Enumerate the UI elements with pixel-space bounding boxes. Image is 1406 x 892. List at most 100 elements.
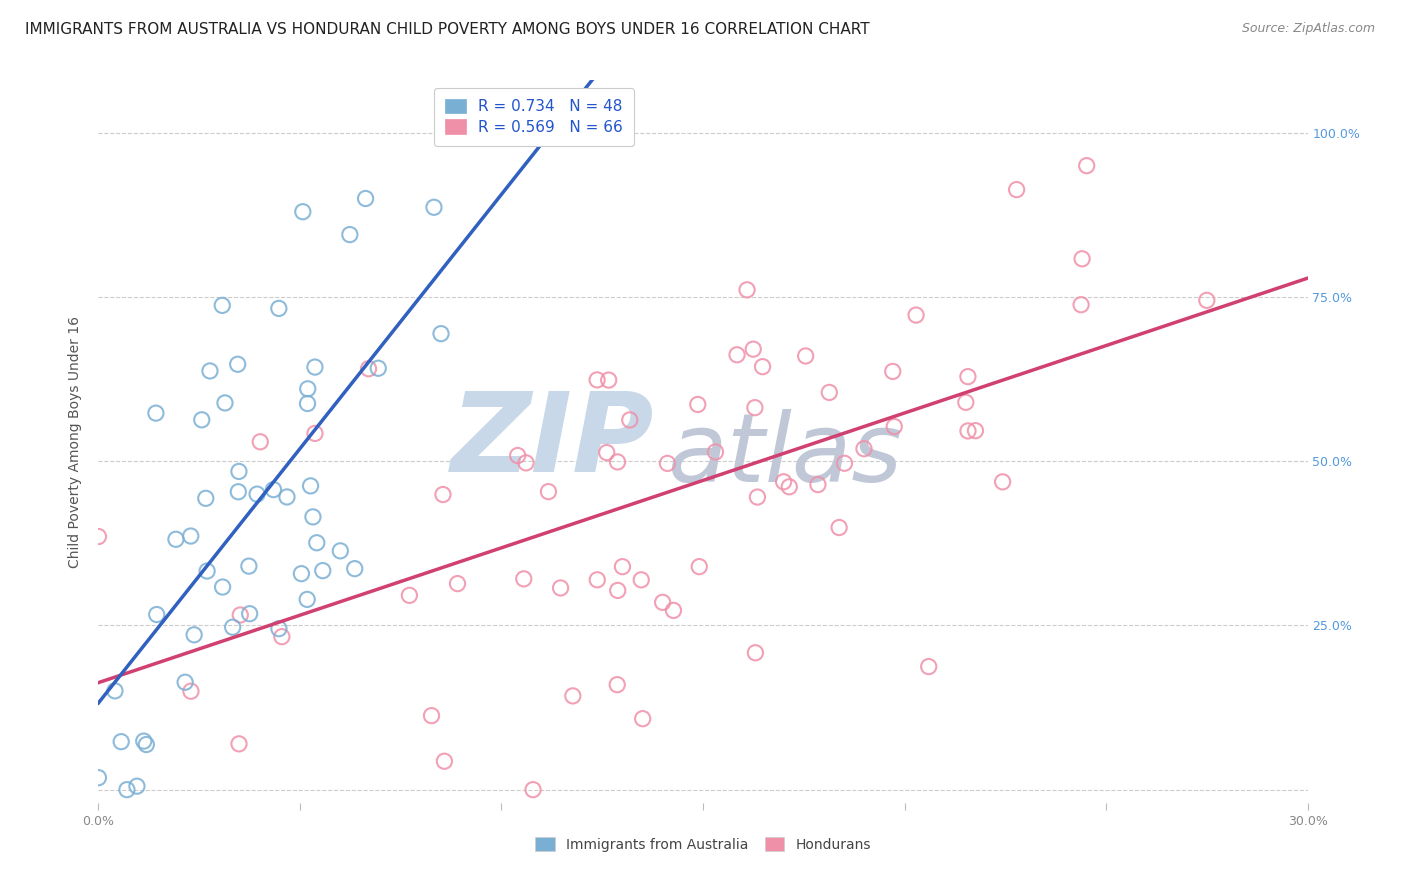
Point [778, 480, 800, 494]
Point [423, 200, 446, 214]
Point [145, 607, 167, 622]
Point [883, 419, 905, 434]
Point [586, 373, 609, 387]
Point [956, 369, 979, 384]
Point [398, 588, 420, 602]
Point [329, 544, 352, 558]
Point [432, 487, 454, 501]
Point [180, 684, 202, 698]
Point [612, 559, 634, 574]
Point [229, 607, 252, 622]
Point [420, 708, 443, 723]
Point [446, 576, 468, 591]
Point [354, 192, 377, 206]
Point [174, 675, 197, 690]
Point [1076, 159, 1098, 173]
Point [367, 361, 389, 376]
Point [267, 622, 290, 636]
Point [735, 283, 758, 297]
Point [221, 620, 243, 634]
Point [270, 630, 292, 644]
Point [430, 326, 453, 341]
Point [135, 738, 157, 752]
Point [226, 357, 249, 371]
Point [290, 566, 312, 581]
Point [295, 592, 318, 607]
Point [834, 456, 856, 470]
Point [965, 424, 987, 438]
Point [686, 397, 709, 411]
Point [195, 564, 218, 578]
Point [211, 580, 233, 594]
Point [433, 754, 456, 768]
Point [305, 535, 328, 549]
Point [228, 737, 250, 751]
Text: IMMIGRANTS FROM AUSTRALIA VS HONDURAN CHILD POVERTY AMONG BOYS UNDER 16 CORRELAT: IMMIGRANTS FROM AUSTRALIA VS HONDURAN CH… [25, 22, 870, 37]
Point [772, 475, 794, 489]
Point [180, 529, 202, 543]
Legend: Immigrants from Australia, Hondurans: Immigrants from Australia, Hondurans [530, 831, 876, 857]
Point [238, 559, 260, 574]
Point [955, 395, 977, 409]
Point [747, 490, 769, 504]
Point [110, 734, 132, 748]
Point [246, 487, 269, 501]
Point [291, 204, 314, 219]
Point [115, 782, 138, 797]
Point [343, 562, 366, 576]
Point [991, 475, 1014, 489]
Point [297, 382, 319, 396]
Point [263, 483, 285, 497]
Point [87, 530, 110, 544]
Point [598, 373, 620, 387]
Point [956, 424, 979, 438]
Point [704, 445, 727, 459]
Point [1005, 183, 1028, 197]
Point [596, 445, 619, 459]
Point [828, 520, 851, 534]
Point [132, 734, 155, 748]
Point [807, 477, 830, 491]
Point [515, 456, 537, 470]
Point [657, 457, 679, 471]
Point [918, 659, 941, 673]
Point [312, 564, 335, 578]
Text: Source: ZipAtlas.com: Source: ZipAtlas.com [1241, 22, 1375, 36]
Point [87, 771, 110, 785]
Point [561, 689, 583, 703]
Point [183, 628, 205, 642]
Point [651, 595, 673, 609]
Point [742, 342, 765, 356]
Point [751, 359, 773, 374]
Point [125, 779, 148, 793]
Point [357, 361, 380, 376]
Point [297, 396, 319, 410]
Point [145, 406, 167, 420]
Point [606, 583, 628, 598]
Point [214, 396, 236, 410]
Point [304, 360, 326, 375]
Point [249, 434, 271, 449]
Point [586, 573, 609, 587]
Point [1195, 293, 1218, 308]
Point [198, 364, 221, 378]
Point [104, 684, 127, 698]
Point [299, 479, 322, 493]
Point [882, 364, 904, 378]
Point [905, 308, 928, 322]
Point [304, 426, 326, 441]
Point [1070, 298, 1092, 312]
Point [852, 442, 875, 456]
Point [744, 646, 766, 660]
Point [631, 712, 654, 726]
Point [211, 298, 233, 312]
Point [606, 455, 628, 469]
Text: atlas: atlas [666, 409, 901, 502]
Point [818, 385, 841, 400]
Point [630, 573, 652, 587]
Point [550, 581, 572, 595]
Point [239, 607, 262, 621]
Point [688, 559, 710, 574]
Point [267, 301, 290, 316]
Point [744, 401, 766, 415]
